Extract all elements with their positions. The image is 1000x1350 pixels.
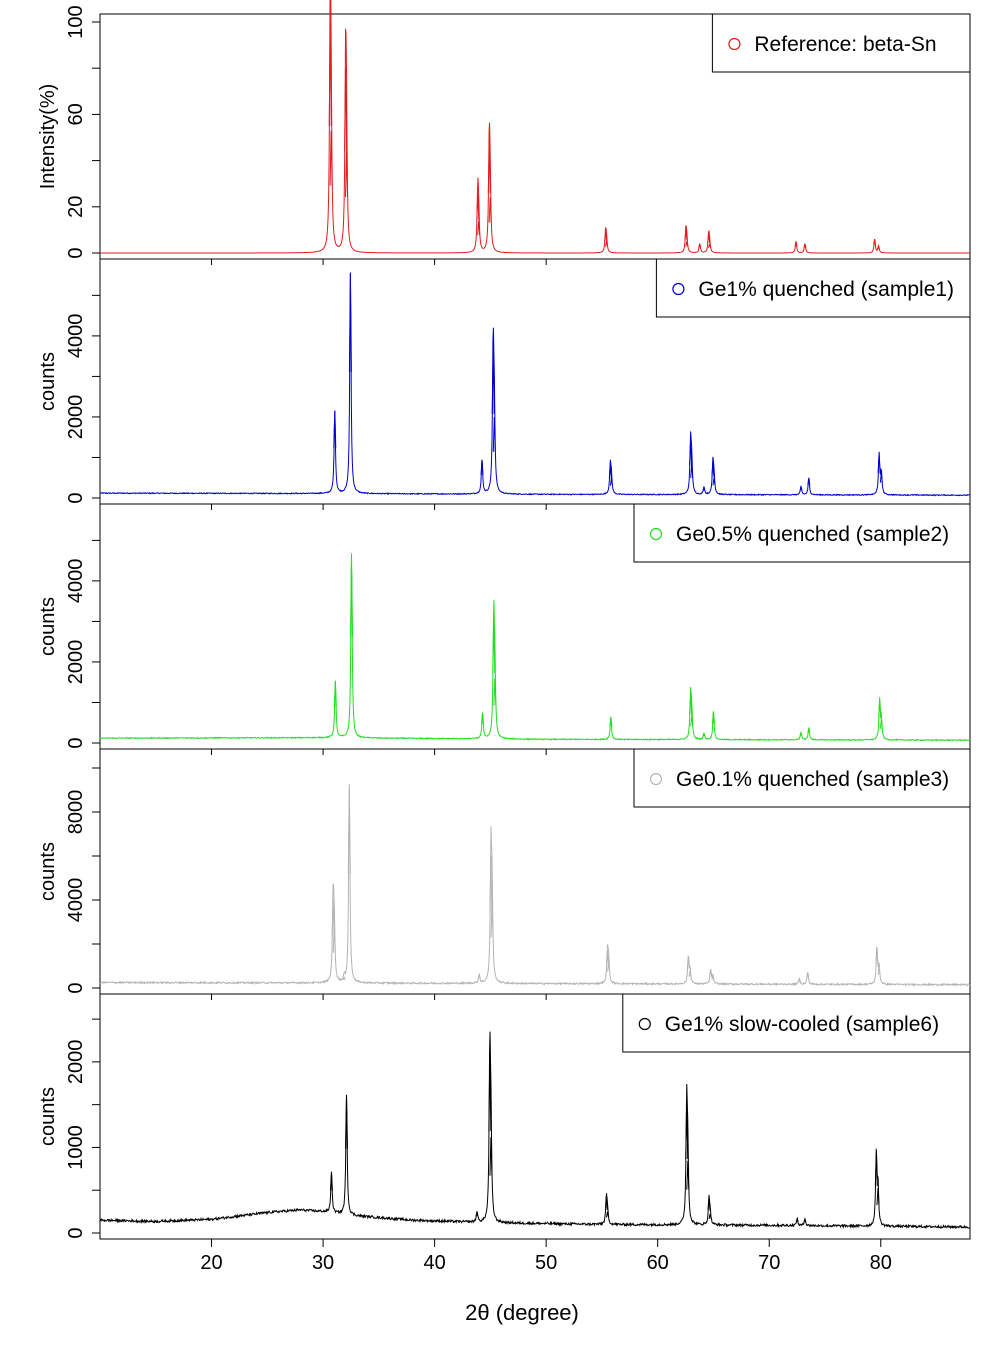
y-tick-label: 4000 [65,314,87,359]
panel-1: 0 20 60 100 Intensity(%) Reference: beta-Sn [37,0,971,260]
legend-label: Ge1% quenched (sample1) [698,278,954,301]
legend-label: Reference: beta-Sn [754,33,936,56]
series-line [99,1031,971,1230]
legend-marker [728,37,741,51]
x-tick-label: 80 [870,1252,892,1274]
panel-2: 0 2000 4000 counts Ge1% quenched (sample1) [37,258,971,505]
y-axis-label: counts [37,1087,59,1146]
panel-4: 0 4000 8000 counts Ge0.1% quenched (sample3) [37,748,971,995]
y-tick-label: 4000 [65,878,87,923]
y-tick-label: 8000 [65,790,87,835]
legend-box [633,748,971,808]
y-tick-label: 4000 [65,559,87,604]
y-tick-label: 0 [65,492,87,503]
panel-3: 0 2000 4000 counts Ge0.5% quenched (sample2) [37,503,971,750]
y-tick-label: 2000 [65,395,87,440]
series-line [99,272,971,497]
series-line [99,563,971,742]
y-axis-label: Intensity(%) [37,84,59,190]
y-tick-label: 60 [65,103,87,125]
x-tick-label: 50 [535,1252,557,1274]
legend-marker [649,772,663,786]
legend-box [622,993,971,1053]
y-tick-label: 0 [65,247,87,258]
y-axis-label: counts [37,842,59,901]
x-tick-label: 70 [758,1252,780,1274]
y-tick-label: 1000 [65,1125,87,1170]
legend-label: Ge1% slow-cooled (sample6) [665,1013,939,1036]
y-axis-label: counts [37,352,59,411]
x-tick-label: 20 [200,1252,222,1274]
y-tick-label: 0 [65,1227,87,1238]
series-line [100,0,970,254]
legend-box [633,503,971,563]
x-tick-label: 60 [647,1252,669,1274]
panel-frame [99,993,971,1240]
x-tick-label: 30 [312,1252,334,1274]
y-tick-label: 100 [65,5,87,38]
y-tick-label: 20 [65,196,87,218]
y-tick-label: 0 [65,737,87,748]
y-tick-label: 2000 [65,640,87,685]
x-axis-label: 2θ (degree) [465,1300,579,1325]
y-tick-label: 0 [65,982,87,993]
legend-label: Ge0.1% quenched (sample3) [676,768,949,791]
legend-marker [638,1017,651,1031]
legend-box [711,13,971,73]
y-axis-label: counts [37,597,59,656]
legend-marker [649,527,663,541]
legend-marker [672,282,685,296]
series-line [99,787,971,987]
legend-label: Ge0.5% quenched (sample2) [676,523,949,546]
y-tick-label: 2000 [65,1040,87,1085]
peak-mark [342,976,346,981]
x-tick-label: 40 [423,1252,445,1274]
legend-box [655,258,971,318]
panel-5: 0 1000 2000 counts Ge1% slow-cooled (sample6… [37,993,971,1240]
